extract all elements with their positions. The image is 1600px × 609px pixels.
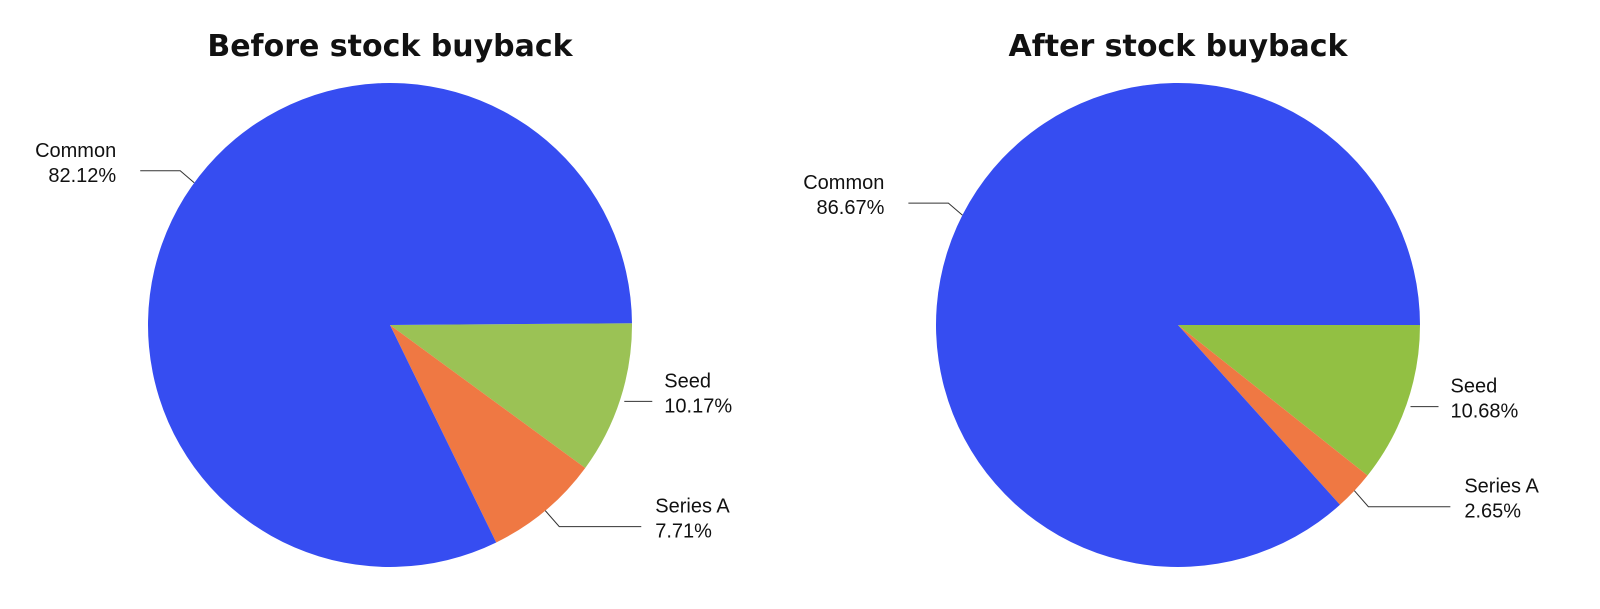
slice-seed [390, 323, 632, 468]
leader-line-series-a [544, 510, 642, 528]
slice-value-common: 82.12% [48, 165, 116, 187]
slice-series-a [1178, 325, 1368, 505]
slice-value-series-a: 2.65% [1464, 501, 1521, 523]
chart-before: Before stock buyback Common 82.12% Seed 10.… [35, 29, 732, 568]
slice-label-seed: Seed [1451, 376, 1498, 398]
leader-line-series-a [1353, 490, 1451, 508]
slice-value-seed: 10.17% [664, 395, 732, 417]
slice-common [147, 82, 632, 568]
slices-after: Common 86.67% Seed 10.68% Series A 2.65% [803, 82, 1540, 567]
slice-label-common: Common [35, 140, 116, 162]
slices-before: Common 82.12% Seed 10.17% Series A 7.71% [35, 82, 732, 568]
slice-common [935, 82, 1420, 567]
slice-label-seed: Seed [664, 370, 711, 392]
slice-label-common: Common [803, 172, 884, 194]
slice-label-series-a: Series A [1464, 476, 1539, 498]
slice-series-a [390, 325, 586, 543]
chart-after: After stock buyback Common 86.67% Seed 10.6… [803, 29, 1540, 567]
leader-line-common [140, 170, 195, 184]
slice-label-series-a: Series A [655, 496, 730, 518]
leader-line-common [908, 202, 963, 216]
slice-value-seed: 10.68% [1451, 401, 1519, 423]
slice-value-series-a: 7.71% [655, 521, 712, 543]
chart-title-after: After stock buyback [1008, 29, 1348, 64]
chart-title-before: Before stock buyback [207, 29, 573, 64]
slice-value-common: 86.67% [817, 197, 885, 219]
slice-seed [1178, 325, 1420, 476]
